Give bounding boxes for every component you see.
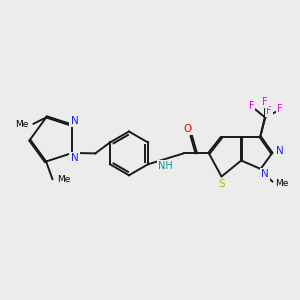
Text: NH: NH xyxy=(158,161,173,171)
Text: Me: Me xyxy=(58,175,71,184)
Text: N: N xyxy=(276,146,283,156)
Text: F: F xyxy=(266,106,272,116)
Text: Me: Me xyxy=(15,120,28,129)
Text: N: N xyxy=(70,116,78,126)
Text: O: O xyxy=(184,124,192,134)
Text: Me: Me xyxy=(275,179,288,188)
Text: N: N xyxy=(261,169,269,179)
Text: F: F xyxy=(277,104,282,114)
Text: N: N xyxy=(70,153,78,163)
Text: F: F xyxy=(248,101,254,111)
Text: S: S xyxy=(218,178,225,189)
Text: F: F xyxy=(262,97,268,106)
